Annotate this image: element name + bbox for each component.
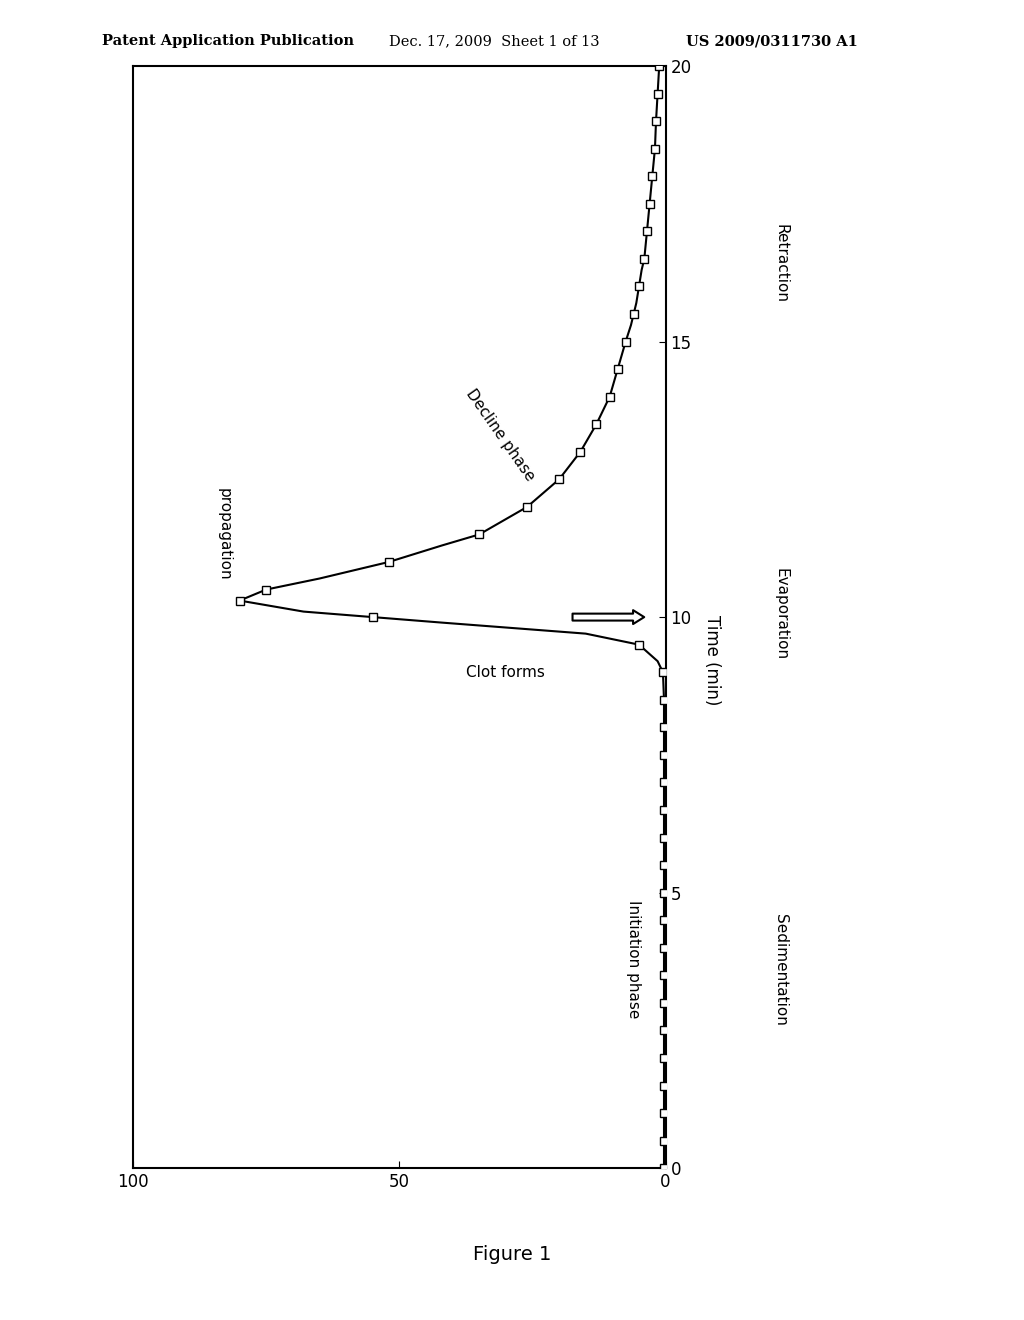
- Text: Clot forms: Clot forms: [466, 665, 546, 680]
- Text: Time (min): Time (min): [702, 615, 721, 705]
- Text: Decline phase: Decline phase: [463, 387, 538, 484]
- Text: Sedimentation: Sedimentation: [773, 915, 788, 1026]
- Text: Figure 1: Figure 1: [473, 1245, 551, 1263]
- Text: US 2009/0311730 A1: US 2009/0311730 A1: [686, 34, 858, 49]
- Text: Retraction: Retraction: [773, 224, 788, 304]
- Text: Patent Application Publication: Patent Application Publication: [102, 34, 354, 49]
- Text: Dec. 17, 2009  Sheet 1 of 13: Dec. 17, 2009 Sheet 1 of 13: [389, 34, 600, 49]
- Text: propagation: propagation: [216, 488, 231, 581]
- Text: Initiation phase: Initiation phase: [626, 900, 641, 1018]
- Text: Evaporation: Evaporation: [773, 568, 788, 660]
